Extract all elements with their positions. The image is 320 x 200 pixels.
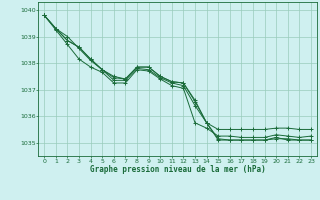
X-axis label: Graphe pression niveau de la mer (hPa): Graphe pression niveau de la mer (hPa) (90, 165, 266, 174)
